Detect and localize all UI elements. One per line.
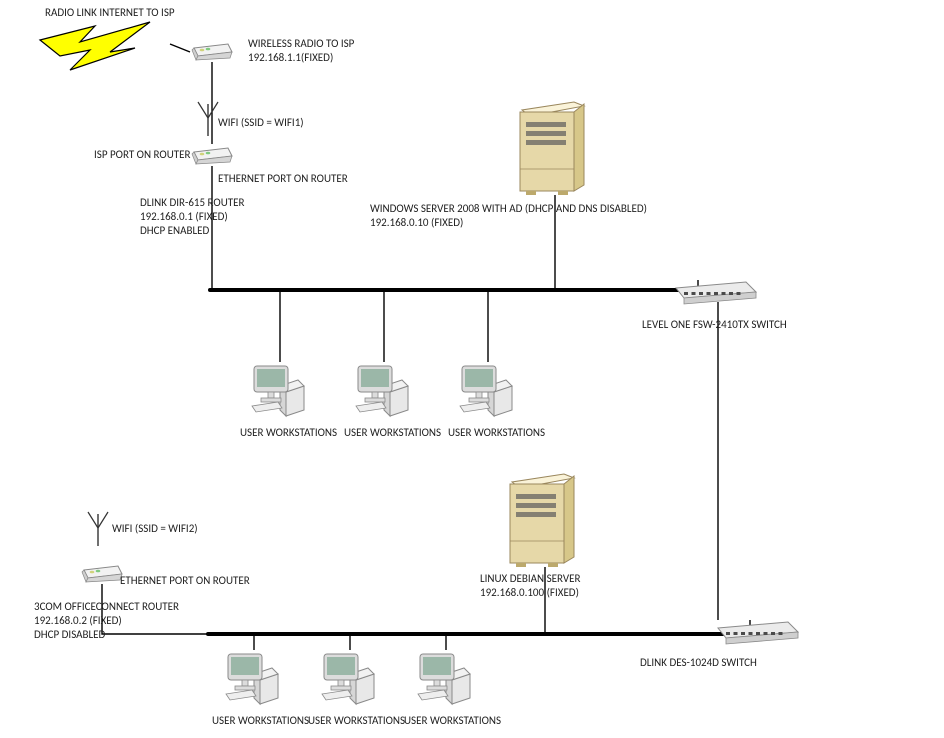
label-ws: USER WORKSTATIONS xyxy=(344,426,441,440)
label-dlink_router: DLINK DIR-615 ROUTER 192.168.0.1 (FIXED)… xyxy=(140,196,244,237)
label-dlink_switch: DLINK DES-1024D SWITCH xyxy=(640,656,757,670)
label-l1_switch: LEVEL ONE FSW-2410TX SWITCH xyxy=(642,318,787,332)
ws2b-icon xyxy=(320,650,380,710)
ws1c-icon xyxy=(458,362,518,422)
label-radio_link: RADIO LINK INTERNET TO ISP xyxy=(45,6,175,20)
switch1-icon xyxy=(672,280,758,302)
router1-icon xyxy=(190,144,234,166)
ws2c-icon xyxy=(416,650,476,710)
label-wifi2: WIFI (SSID = WIFI2) xyxy=(112,522,198,536)
label-eth_port2: ETHERNET PORT ON ROUTER xyxy=(120,574,250,588)
server2-icon xyxy=(510,472,580,567)
label-isp_port: ISP PORT ON ROUTER xyxy=(94,148,190,162)
label-eth_port1: ETHERNET PORT ON ROUTER xyxy=(218,172,348,186)
label-wireless_radio: WIRELESS RADIO TO ISP 192.168.1.1(FIXED) xyxy=(248,37,354,65)
label-ws: USER WORKSTATIONS xyxy=(212,714,309,728)
label-ws: USER WORKSTATIONS xyxy=(448,426,545,440)
lightning-icon xyxy=(40,20,180,70)
label-ws: USER WORKSTATIONS xyxy=(308,714,405,728)
label-wifi1: WIFI (SSID = WIFI1) xyxy=(218,116,304,130)
ws1a-icon xyxy=(250,362,310,422)
ws2a-icon xyxy=(224,650,284,710)
radio-icon xyxy=(190,40,234,62)
ws1b-icon xyxy=(354,362,414,422)
label-win_server: WINDOWS SERVER 2008 WITH AD (DHCP AND DN… xyxy=(370,202,647,230)
network-diagram: RADIO LINK INTERNET TO ISP WIRELESS RADIO… xyxy=(0,0,944,738)
router2-icon xyxy=(80,562,124,584)
label-ws: USER WORKSTATIONS xyxy=(404,714,501,728)
label-ws: USER WORKSTATIONS xyxy=(240,426,337,440)
switch2-icon xyxy=(714,620,800,642)
server1-icon xyxy=(520,100,590,195)
label-linux_server: LINUX DEBIAN SERVER 192.168.0.100 (FIXED… xyxy=(480,572,580,600)
label-r3com: 3COM OFFICECONNECT ROUTER 192.168.0.2 (F… xyxy=(34,600,179,641)
antenna2-icon xyxy=(80,510,116,546)
